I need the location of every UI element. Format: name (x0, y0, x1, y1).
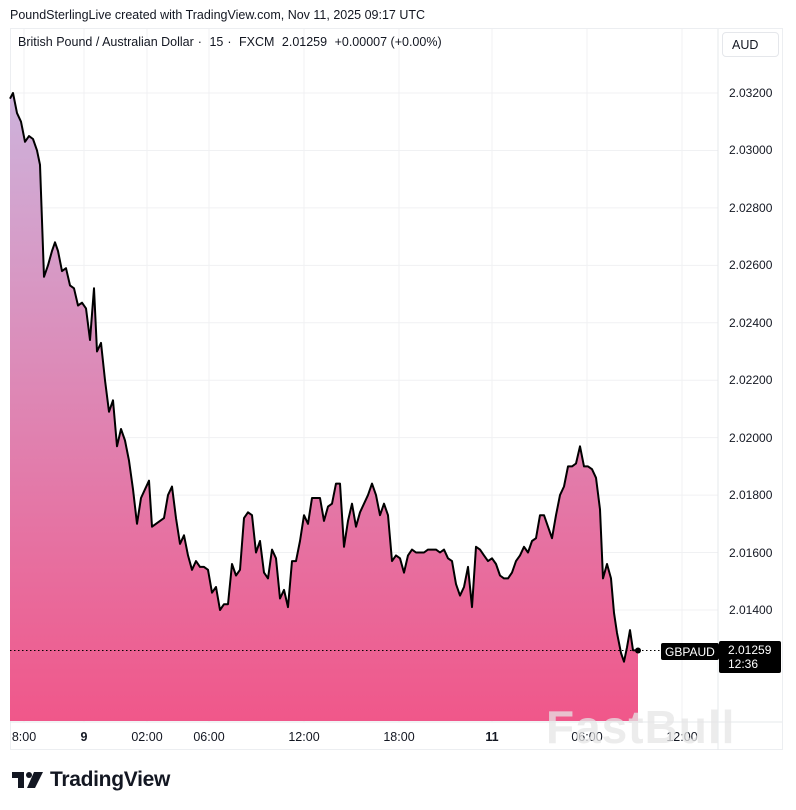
legend-interval: 15 (209, 35, 224, 49)
bar-countdown: 12:36 (728, 657, 759, 671)
legend-instrument: British Pound / Australian Dollar (18, 35, 194, 49)
legend-last-price: 2.01259 (281, 35, 328, 49)
legend-separator: · (227, 35, 232, 49)
time-tick: 9 (80, 730, 88, 744)
time-tick: 02:00 (131, 730, 163, 744)
tradingview-wordmark: TradingView (50, 768, 171, 791)
price-tick: 2.03000 (729, 143, 773, 157)
last-price-dot (635, 647, 641, 654)
last-price-label: 2.01259 12:36 (719, 641, 781, 673)
legend-exchange: FXCM (239, 35, 275, 49)
chart-credit: PoundSterlingLive created with TradingVi… (10, 8, 426, 22)
tradingview-branding[interactable]: TradingView (12, 768, 170, 792)
time-tick: 8:00 (11, 730, 37, 744)
price-tick: 2.02200 (729, 373, 773, 387)
price-tick: 2.02400 (729, 316, 773, 330)
price-tick: 2.01400 (729, 603, 773, 617)
series-legend[interactable]: British Pound / Australian Dollar · 15 · F… (18, 35, 446, 49)
last-price-value: 2.01259 (728, 643, 772, 657)
time-tick: 06:00 (571, 730, 603, 744)
time-tick: 12:00 (666, 730, 698, 744)
price-tick: 2.03200 (729, 86, 773, 100)
symbol-label: GBPAUD (661, 643, 719, 660)
time-tick: 12:00 (288, 730, 320, 744)
time-tick: 18:00 (383, 730, 415, 744)
legend-separator: · (197, 35, 202, 49)
price-tick: 2.02000 (729, 431, 773, 445)
price-line (9, 92, 639, 663)
currency-button[interactable]: AUD (722, 32, 779, 57)
legend-change: +0.00007 (+0.00%) (334, 35, 442, 49)
time-tick: 11 (485, 730, 499, 744)
watermark: FastBull (546, 701, 736, 753)
time-tick: 06:00 (193, 730, 225, 744)
price-tick: 2.02800 (729, 201, 773, 215)
price-tick: 2.02600 (729, 258, 773, 272)
price-tick: 2.01800 (729, 488, 773, 502)
area-fill (10, 93, 638, 721)
tradingview-logo-icon (12, 772, 43, 788)
price-tick: 2.01600 (729, 546, 773, 560)
